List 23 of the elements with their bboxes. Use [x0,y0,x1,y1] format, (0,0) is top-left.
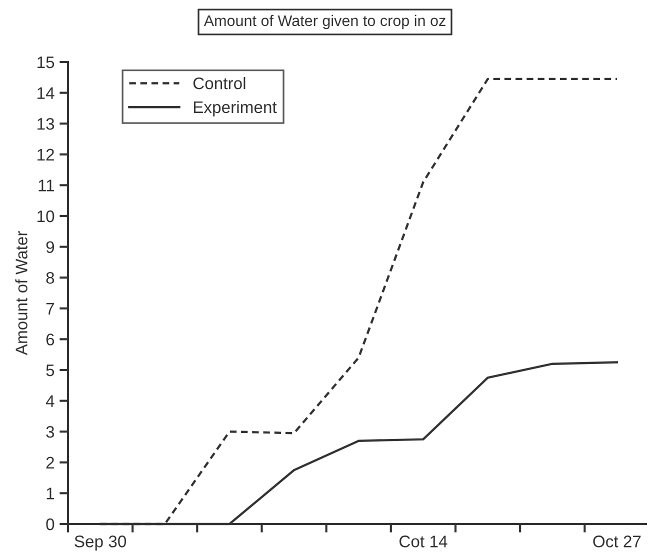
y-tick-label: 2 [46,456,54,468]
y-tick-label: 14 [38,87,54,99]
x-tick-label: Cot 14 [399,536,448,548]
y-tick-label: 6 [46,334,54,346]
y-tick-label: 5 [46,364,54,376]
x-tick-label: Oct 27 [593,536,641,548]
legend-label: Experiment [194,100,277,116]
y-tick-label: 0 [46,518,54,530]
y-tick-label: 12 [38,148,54,160]
y-tick-label: 3 [46,426,54,438]
y-tick-label: 13 [38,118,54,130]
y-tick-label: 9 [46,241,54,254]
y-tick-label: 8 [46,272,54,284]
legend-label: Control [193,77,246,90]
y-axis-title: Amount of Water [15,231,28,356]
y-tick-label: 4 [46,395,54,407]
y-tick-label: 11 [38,180,54,192]
y-tick-label: 10 [38,210,54,222]
y-tick-label: 15 [38,56,54,68]
y-tick-label: 7 [46,302,54,314]
x-tick-label: Sep 30 [74,536,126,551]
chart-title: Amount of Water given to crop in oz [204,14,446,30]
y-tick-label: 1 [46,488,54,500]
